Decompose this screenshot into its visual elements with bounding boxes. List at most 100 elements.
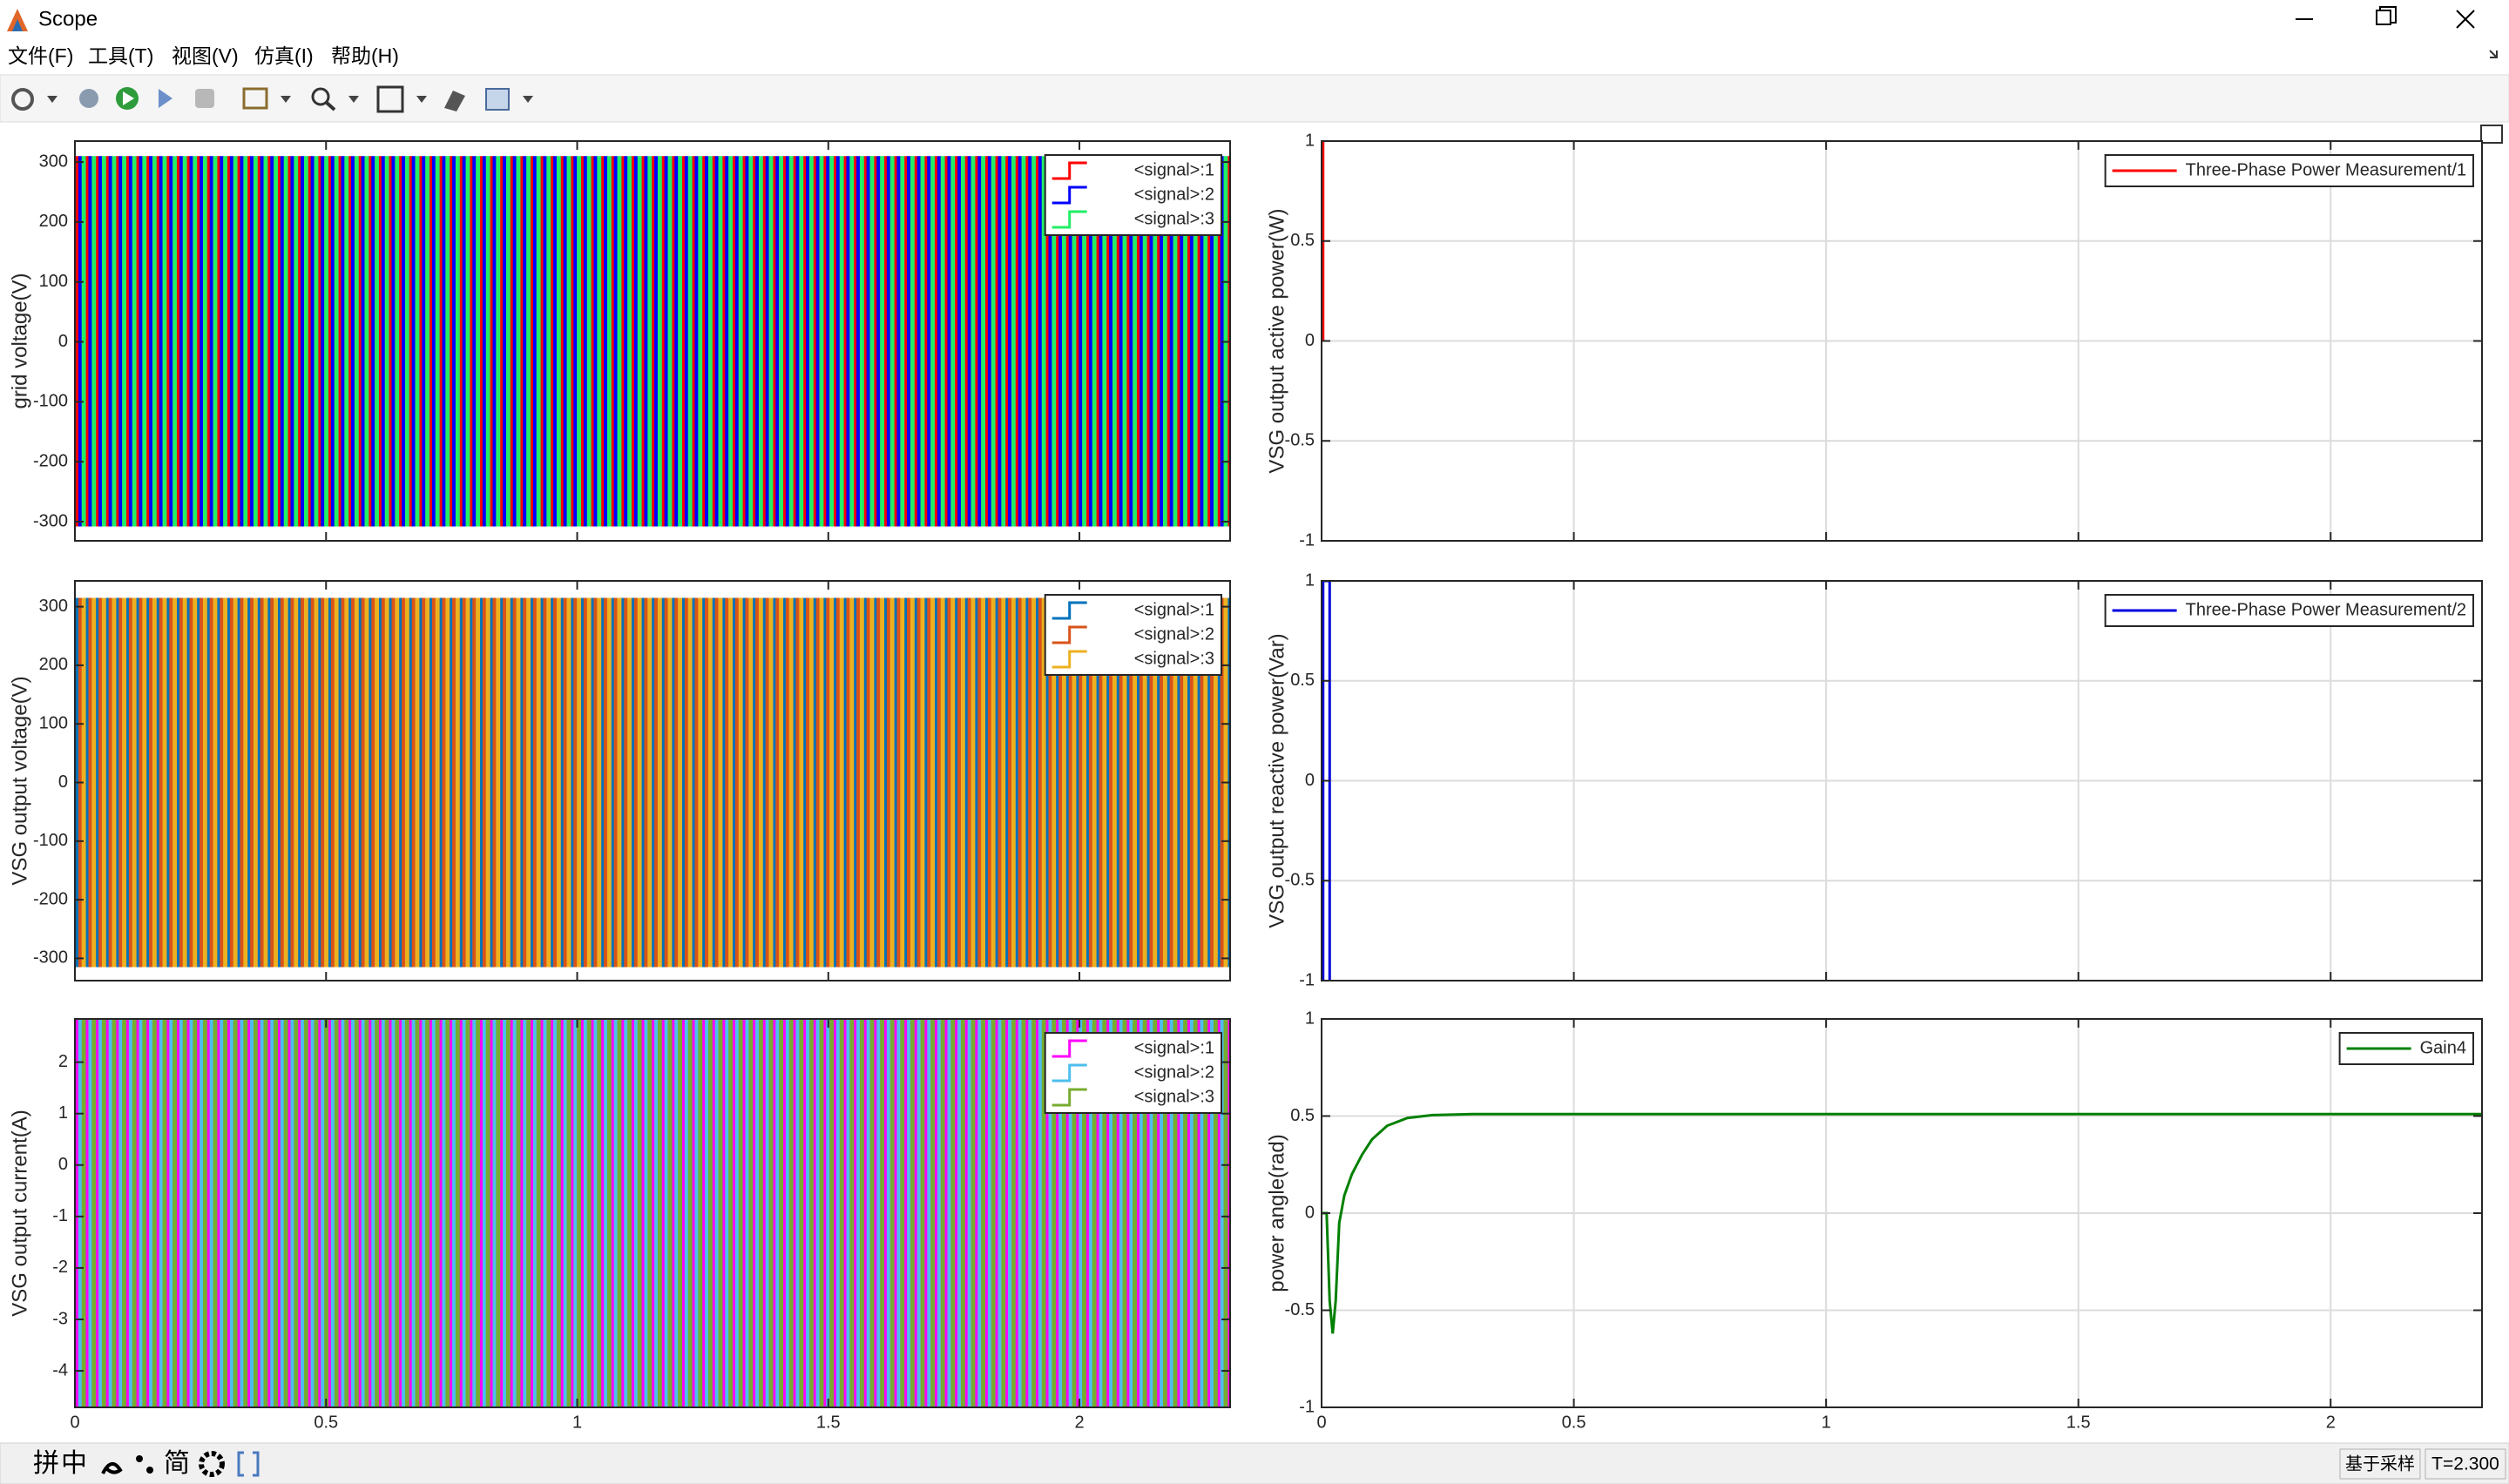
legend-label: Three-Phase Power Measurement/1: [2186, 160, 2466, 179]
legend-swatch: [1052, 1088, 1087, 1107]
axes: -1 -0.5 0 0.5 1 VSG output active power(W) Thr…: [1265, 131, 2483, 550]
status-cell: [2424, 1448, 2506, 1480]
undock-button[interactable]: [2480, 125, 2503, 144]
series-group: [75, 156, 1230, 527]
axes-border: [74, 140, 1231, 542]
y-tick-label: -1: [1299, 530, 1315, 550]
ime-language: 中: [61, 1449, 87, 1478]
y-axis-label: VSG output current(A): [8, 1110, 31, 1316]
legend-box: [1044, 594, 1222, 676]
legend-box: [2104, 154, 2474, 187]
x-tick-label: 1.5: [816, 1413, 841, 1432]
signal-band: [75, 156, 1230, 527]
legend-box: [1044, 1032, 1222, 1114]
status-bar: [0, 1442, 2509, 1484]
zoom-button[interactable]: [311, 87, 330, 106]
ime-punct-icon: [136, 1455, 143, 1462]
y-tick-label: 0.5: [1290, 671, 1315, 690]
y-tick-label: 0.5: [1290, 1106, 1315, 1125]
y-tick-label: -0.5: [1285, 871, 1315, 890]
menu-item[interactable]: 视图(V): [172, 44, 239, 67]
legend: Gain4: [2338, 1032, 2474, 1065]
y-tick-label: 0: [58, 332, 68, 351]
y-tick-label: -200: [33, 451, 68, 470]
y-tick-label: 0: [58, 1155, 68, 1174]
y-tick-label: 2: [58, 1052, 68, 1071]
maximize-button[interactable]: [2376, 6, 2397, 25]
legend-label: <signal>:1: [1134, 160, 1214, 179]
y-tick-label: 200: [39, 212, 68, 231]
legend-swatch: [1052, 210, 1087, 229]
menu-item[interactable]: 文件(F): [8, 44, 73, 67]
app-icon: [7, 9, 28, 31]
y-tick-label: 0: [1305, 331, 1315, 350]
legend-swatch: [1052, 601, 1087, 620]
window-title: Scope: [38, 7, 98, 30]
menu-bar: [0, 38, 2509, 75]
legend-label: <signal>:2: [1134, 185, 1214, 204]
y-tick-label: 300: [39, 597, 68, 616]
legend: Three-Phase Power Measurement/1: [2104, 154, 2474, 187]
y-tick-label: -300: [33, 511, 68, 530]
legend: Three-Phase Power Measurement/2: [2104, 594, 2474, 627]
y-tick-label: 1: [1305, 131, 1315, 150]
ime-script: 简: [164, 1449, 190, 1478]
axes-border: [74, 1018, 1231, 1408]
x-tick-label: 0.5: [314, 1413, 338, 1432]
y-tick-label: 1: [58, 1103, 68, 1123]
y-tick-label: 0: [1305, 771, 1315, 790]
series-group: [1322, 1112, 2482, 1334]
ime-toggle[interactable]: [237, 1451, 260, 1477]
y-tick-label: 200: [39, 655, 68, 674]
signal-band: [75, 1019, 1230, 1407]
title-bar: [0, 0, 2509, 38]
ime-mode: 拼: [33, 1449, 59, 1478]
legend: <signal>:1 <signal>:2 <signal>:3: [1044, 594, 1222, 676]
legend-label: <signal>:3: [1134, 1087, 1214, 1106]
sample-mode: 基于采样: [2345, 1454, 2415, 1474]
y-tick-label: 1: [1305, 1008, 1315, 1028]
x-tick-label: 0.5: [1562, 1413, 1586, 1432]
legend-label: Gain4: [2420, 1038, 2466, 1057]
y-axis-label: VSG output reactive power(Var): [1265, 633, 1288, 928]
menu-item[interactable]: 帮助(H): [331, 44, 399, 67]
y-axis-label: power angle(rad): [1265, 1134, 1288, 1292]
stop-button[interactable]: [195, 89, 214, 108]
legend-swatch: [1052, 186, 1087, 205]
legend-label: <signal>:3: [1134, 209, 1214, 228]
y-tick-label: -4: [52, 1360, 68, 1379]
measure-button[interactable]: [485, 88, 510, 111]
settings-button[interactable]: [11, 88, 34, 111]
menu-item[interactable]: 工具(T): [88, 44, 153, 67]
menu-arrow[interactable]: [2489, 50, 2498, 58]
y-tick-label: -1: [1299, 1397, 1315, 1416]
highlight-button[interactable]: [242, 87, 268, 110]
legend-label: <signal>:1: [1134, 600, 1214, 619]
close-button[interactable]: [2456, 10, 2475, 29]
legend-swatch: [1052, 161, 1087, 180]
axes-border: [1321, 140, 2483, 542]
y-tick-label: 100: [39, 272, 68, 291]
legend-swatch: [1052, 650, 1087, 669]
legend: <signal>:1 <signal>:2 <signal>:3: [1044, 1032, 1222, 1114]
axes-border: [74, 580, 1231, 981]
ime-settings[interactable]: [199, 1451, 225, 1477]
x-tick-label: 0: [1316, 1413, 1326, 1432]
x-tick-label: 2: [2326, 1413, 2336, 1432]
legend-label: <signal>:2: [1134, 1062, 1214, 1082]
x-tick-label: 0: [70, 1413, 79, 1432]
x-tick-label: 2: [1074, 1413, 1084, 1432]
trigger-button[interactable]: [444, 91, 465, 111]
step-forward-button[interactable]: [159, 89, 172, 108]
step-back-button[interactable]: [79, 89, 98, 108]
menu-item[interactable]: 仿真(I): [254, 44, 314, 67]
autoscale-button[interactable]: [376, 85, 404, 113]
y-tick-label: 0: [58, 772, 68, 792]
sim-time: T=2.300: [2431, 1454, 2499, 1474]
signal-band: [75, 597, 1230, 968]
y-tick-label: 0: [1305, 1203, 1315, 1222]
legend-label: <signal>:2: [1134, 624, 1214, 644]
y-tick-label: -3: [52, 1309, 68, 1328]
